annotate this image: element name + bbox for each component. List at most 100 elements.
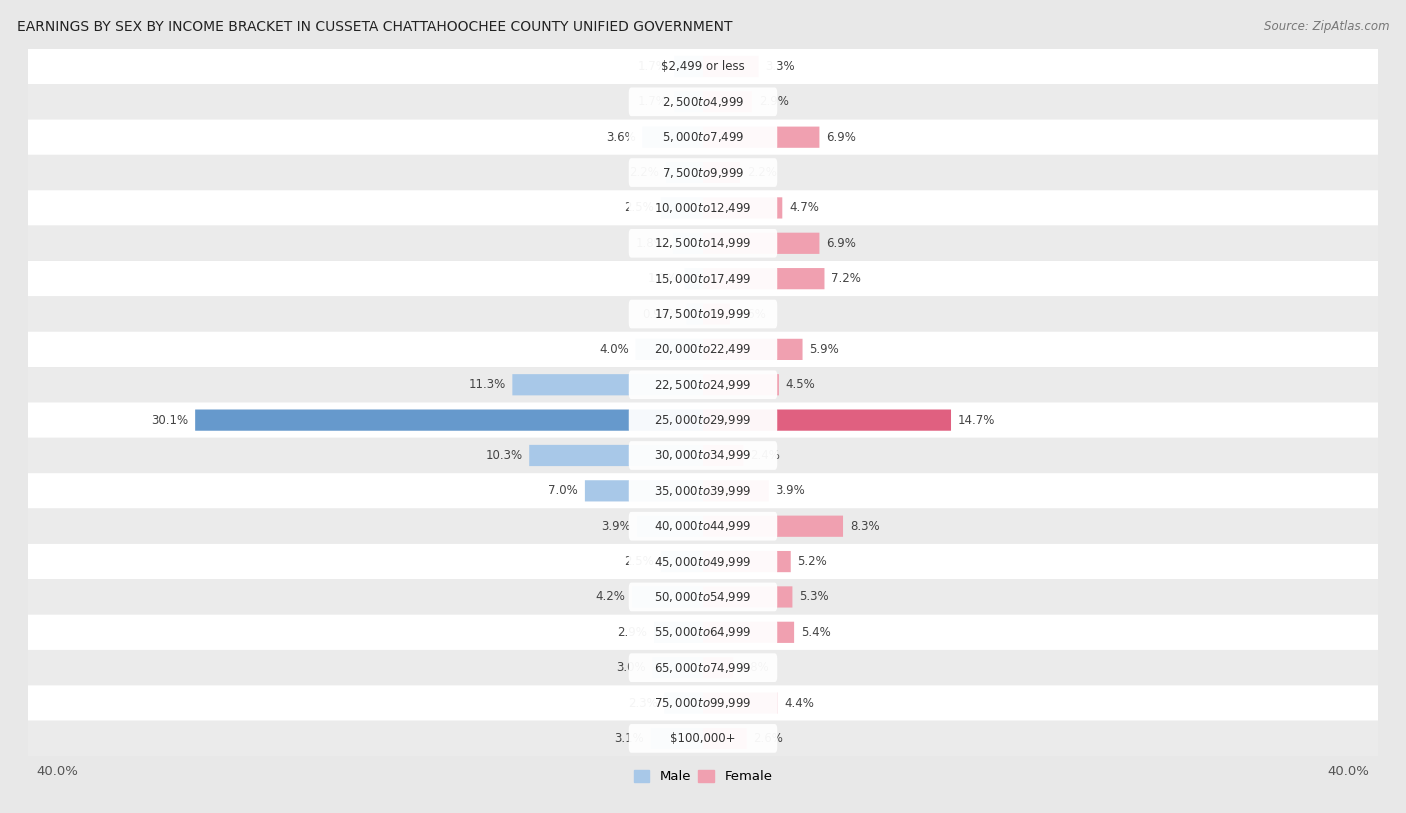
Text: 5.4%: 5.4% (801, 626, 831, 639)
FancyBboxPatch shape (703, 728, 747, 749)
FancyBboxPatch shape (685, 268, 703, 289)
FancyBboxPatch shape (0, 720, 1406, 756)
Text: 2.2%: 2.2% (747, 166, 776, 179)
FancyBboxPatch shape (195, 410, 703, 431)
Text: 4.2%: 4.2% (596, 590, 626, 603)
FancyBboxPatch shape (628, 512, 778, 541)
Text: $10,000 to $12,499: $10,000 to $12,499 (654, 201, 752, 215)
FancyBboxPatch shape (666, 162, 703, 183)
FancyBboxPatch shape (0, 509, 1406, 544)
FancyBboxPatch shape (703, 515, 844, 537)
Text: 40.0%: 40.0% (37, 765, 79, 778)
Text: 6.9%: 6.9% (827, 237, 856, 250)
Text: 2.4%: 2.4% (751, 449, 780, 462)
FancyBboxPatch shape (0, 579, 1406, 615)
FancyBboxPatch shape (628, 88, 778, 116)
FancyBboxPatch shape (703, 162, 740, 183)
FancyBboxPatch shape (0, 332, 1406, 367)
FancyBboxPatch shape (675, 91, 703, 112)
FancyBboxPatch shape (703, 56, 759, 77)
Text: $22,500 to $24,999: $22,500 to $24,999 (654, 378, 752, 392)
Text: Source: ZipAtlas.com: Source: ZipAtlas.com (1264, 20, 1389, 33)
FancyBboxPatch shape (0, 615, 1406, 650)
FancyBboxPatch shape (0, 226, 1406, 261)
FancyBboxPatch shape (703, 268, 824, 289)
FancyBboxPatch shape (628, 264, 778, 293)
FancyBboxPatch shape (628, 159, 778, 187)
Text: $20,000 to $22,499: $20,000 to $22,499 (654, 342, 752, 356)
FancyBboxPatch shape (628, 300, 778, 328)
FancyBboxPatch shape (628, 123, 778, 151)
Text: $2,500 to $4,999: $2,500 to $4,999 (662, 95, 744, 109)
FancyBboxPatch shape (703, 374, 779, 395)
FancyBboxPatch shape (0, 120, 1406, 155)
Text: 3.9%: 3.9% (776, 485, 806, 498)
FancyBboxPatch shape (643, 127, 703, 148)
Text: 6.9%: 6.9% (827, 131, 856, 144)
FancyBboxPatch shape (628, 476, 778, 505)
FancyBboxPatch shape (512, 374, 703, 395)
FancyBboxPatch shape (703, 693, 778, 714)
FancyBboxPatch shape (628, 583, 778, 611)
Text: 1.7%: 1.7% (638, 60, 668, 73)
Text: 40.0%: 40.0% (1327, 765, 1369, 778)
FancyBboxPatch shape (0, 297, 1406, 332)
Text: 2.3%: 2.3% (627, 697, 658, 710)
Text: 5.9%: 5.9% (810, 343, 839, 356)
FancyBboxPatch shape (0, 190, 1406, 226)
FancyBboxPatch shape (628, 654, 778, 682)
FancyBboxPatch shape (664, 693, 703, 714)
FancyBboxPatch shape (0, 367, 1406, 402)
Text: 2.5%: 2.5% (624, 202, 654, 215)
FancyBboxPatch shape (703, 480, 769, 502)
FancyBboxPatch shape (585, 480, 703, 502)
Text: 3.9%: 3.9% (600, 520, 630, 533)
FancyBboxPatch shape (628, 52, 778, 80)
FancyBboxPatch shape (703, 445, 744, 466)
Text: 1.8%: 1.8% (636, 237, 666, 250)
FancyBboxPatch shape (0, 155, 1406, 190)
Text: 7.0%: 7.0% (548, 485, 578, 498)
FancyBboxPatch shape (0, 261, 1406, 297)
Text: 8.3%: 8.3% (849, 520, 879, 533)
Text: 2.5%: 2.5% (624, 555, 654, 568)
Text: 7.2%: 7.2% (831, 272, 860, 285)
Text: 5.3%: 5.3% (799, 590, 828, 603)
Text: $2,499 or less: $2,499 or less (661, 60, 745, 73)
FancyBboxPatch shape (703, 303, 730, 324)
Text: 4.0%: 4.0% (599, 343, 628, 356)
FancyBboxPatch shape (703, 198, 782, 219)
Text: 0.98%: 0.98% (643, 307, 679, 320)
Text: $17,500 to $19,999: $17,500 to $19,999 (654, 307, 752, 321)
FancyBboxPatch shape (703, 657, 734, 678)
FancyBboxPatch shape (675, 56, 703, 77)
Text: $50,000 to $54,999: $50,000 to $54,999 (654, 590, 752, 604)
Text: EARNINGS BY SEX BY INCOME BRACKET IN CUSSETA CHATTAHOOCHEE COUNTY UNIFIED GOVERN: EARNINGS BY SEX BY INCOME BRACKET IN CUS… (17, 20, 733, 34)
Text: 4.5%: 4.5% (786, 378, 815, 391)
FancyBboxPatch shape (628, 335, 778, 363)
Text: 1.6%: 1.6% (737, 307, 766, 320)
Text: 3.1%: 3.1% (614, 732, 644, 745)
FancyBboxPatch shape (703, 410, 950, 431)
FancyBboxPatch shape (636, 339, 703, 360)
FancyBboxPatch shape (0, 685, 1406, 720)
FancyBboxPatch shape (686, 303, 703, 324)
Legend: Male, Female: Male, Female (628, 764, 778, 789)
Text: $100,000+: $100,000+ (671, 732, 735, 745)
FancyBboxPatch shape (661, 198, 703, 219)
FancyBboxPatch shape (628, 193, 778, 222)
FancyBboxPatch shape (703, 622, 794, 643)
FancyBboxPatch shape (628, 406, 778, 434)
Text: $5,000 to $7,499: $5,000 to $7,499 (662, 130, 744, 144)
FancyBboxPatch shape (661, 551, 703, 572)
FancyBboxPatch shape (628, 547, 778, 576)
Text: $30,000 to $34,999: $30,000 to $34,999 (654, 449, 752, 463)
FancyBboxPatch shape (0, 544, 1406, 579)
FancyBboxPatch shape (0, 437, 1406, 473)
FancyBboxPatch shape (0, 402, 1406, 437)
Text: 2.9%: 2.9% (617, 626, 647, 639)
Text: 2.9%: 2.9% (759, 95, 789, 108)
FancyBboxPatch shape (633, 586, 703, 607)
Text: 3.6%: 3.6% (606, 131, 636, 144)
Text: $7,500 to $9,999: $7,500 to $9,999 (662, 166, 744, 180)
